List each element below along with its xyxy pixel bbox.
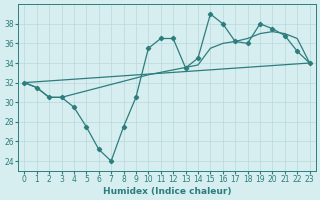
X-axis label: Humidex (Indice chaleur): Humidex (Indice chaleur) <box>103 187 231 196</box>
